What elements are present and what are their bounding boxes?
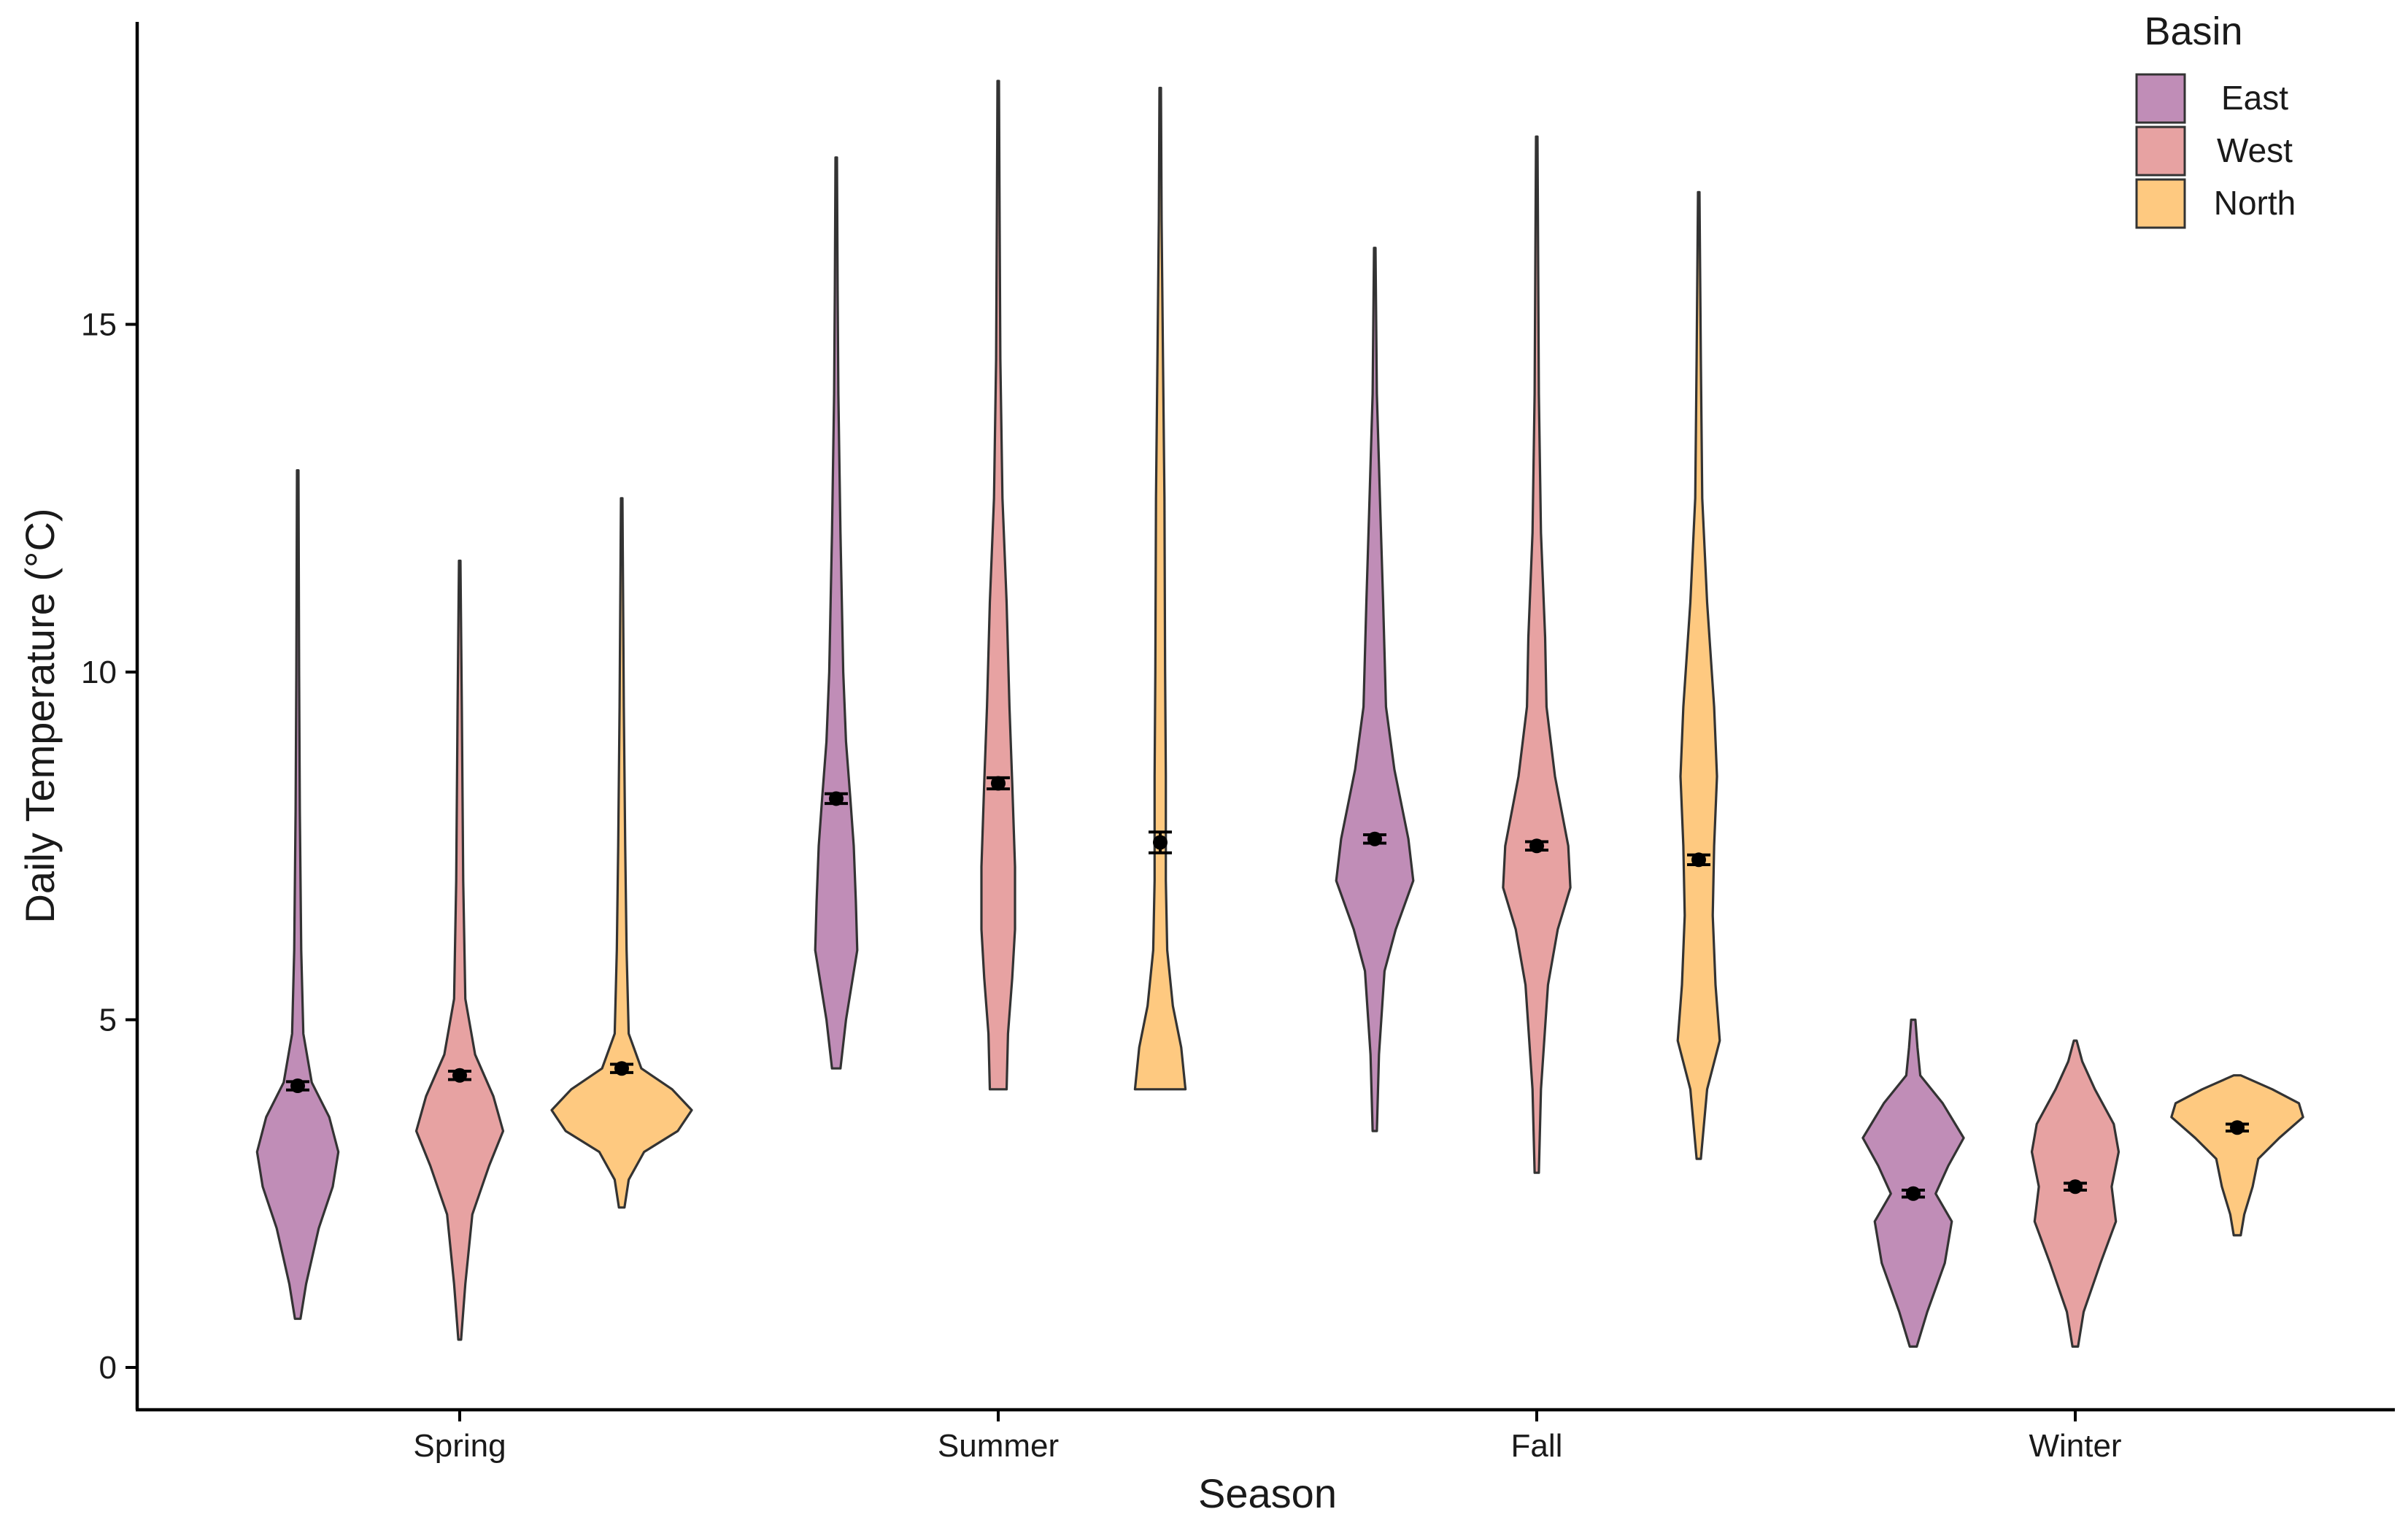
mean-point <box>829 791 844 806</box>
legend-item-east: East <box>2135 73 2288 124</box>
mean-marker-east-winter <box>1902 1186 1925 1201</box>
mean-point <box>452 1068 467 1083</box>
mean-marker-north-fall <box>1687 852 1710 868</box>
legend-item-west: West <box>2135 126 2293 177</box>
violin-east-winter <box>1861 1018 1965 1348</box>
means-layer <box>286 776 2249 1201</box>
violin-east-spring <box>255 469 340 1320</box>
x-tick-label: Winter <box>2029 1428 2121 1464</box>
y-ticks: 0 5 10 15 <box>81 307 137 1386</box>
mean-point <box>2230 1120 2245 1135</box>
violin-north-spring <box>550 497 693 1209</box>
mean-point <box>1906 1186 1921 1201</box>
legend-swatch <box>2135 126 2186 177</box>
y-axis-title: Daily Temperature (°C) <box>17 508 63 923</box>
mean-marker-north-summer <box>1149 830 1172 854</box>
y-tick-label: 0 <box>99 1350 117 1386</box>
x-ticks: Spring Summer Fall Winter <box>413 1410 2122 1464</box>
mean-point <box>1691 852 1706 868</box>
x-tick-label: Spring <box>413 1428 506 1464</box>
mean-point <box>614 1061 629 1076</box>
x-tick-label: Summer <box>938 1428 1059 1464</box>
legend-swatch <box>2135 178 2186 229</box>
violins-layer <box>255 80 2304 1348</box>
x-tick-label: Fall <box>1511 1428 1563 1464</box>
mean-marker-west-spring <box>448 1068 471 1083</box>
mean-point <box>1367 831 1382 846</box>
y-tick-label: 5 <box>99 1003 117 1038</box>
mean-marker-west-summer <box>987 776 1010 791</box>
violin-north-fall <box>1676 190 1721 1160</box>
legend-title: Basin <box>2144 9 2242 53</box>
mean-point <box>991 776 1006 791</box>
violin-west-spring <box>414 559 505 1341</box>
violin-west-summer <box>980 80 1016 1091</box>
violin-east-summer <box>814 156 859 1070</box>
legend: Basin East West North <box>2135 9 2296 229</box>
violin-north-summer <box>1133 86 1187 1091</box>
mean-point <box>1153 835 1168 850</box>
mean-marker-east-fall <box>1363 831 1386 846</box>
legend-label: North <box>2214 184 2296 222</box>
legend-items: East West North <box>2135 73 2296 229</box>
violin-east-fall <box>1335 247 1415 1132</box>
legend-swatch <box>2135 73 2186 124</box>
mean-marker-east-summer <box>825 791 848 806</box>
mean-point <box>2068 1179 2083 1195</box>
mean-marker-west-fall <box>1525 838 1548 854</box>
y-tick-label: 10 <box>81 655 117 690</box>
violin-west-fall <box>1502 135 1572 1174</box>
mean-marker-north-winter <box>2226 1120 2249 1135</box>
mean-point <box>1529 838 1544 854</box>
mean-marker-west-winter <box>2064 1179 2087 1195</box>
violin-north-winter <box>2170 1074 2304 1237</box>
x-axis-title: Season <box>1198 1470 1337 1516</box>
y-tick-label: 15 <box>81 307 117 343</box>
mean-marker-east-spring <box>286 1078 309 1094</box>
legend-label: West <box>2217 131 2293 169</box>
mean-marker-north-spring <box>610 1061 633 1076</box>
legend-item-north: North <box>2135 178 2296 229</box>
mean-point <box>290 1078 305 1094</box>
legend-label: East <box>2221 79 2288 117</box>
